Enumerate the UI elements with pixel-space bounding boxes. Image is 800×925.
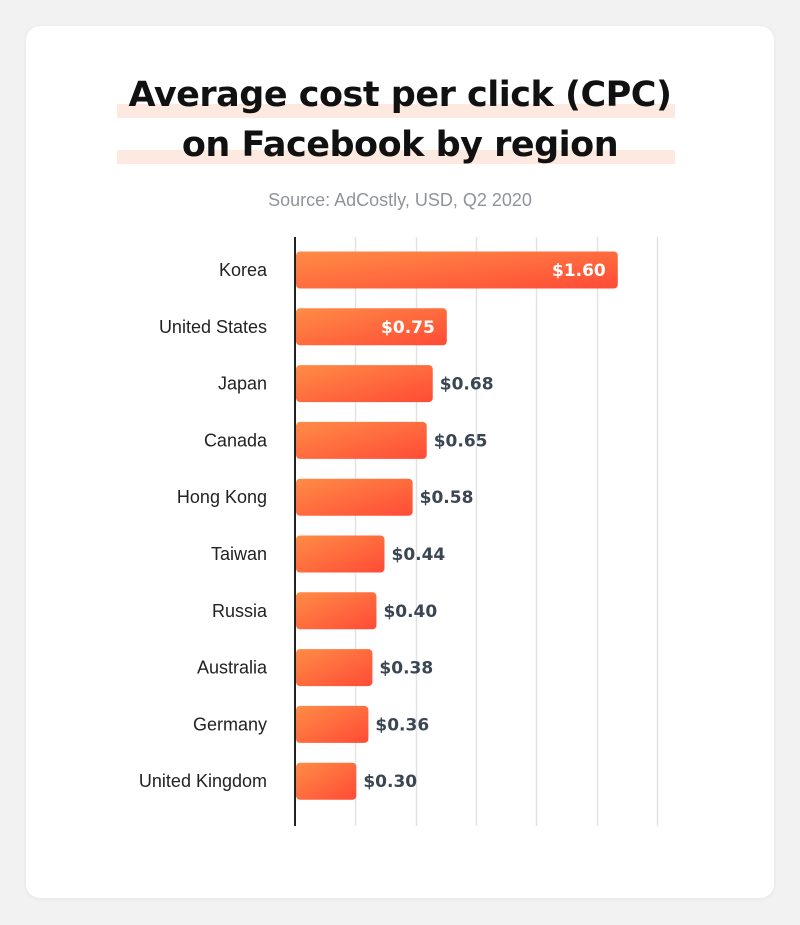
category-label: United States — [159, 317, 267, 337]
data-label: $1.60 — [552, 261, 606, 281]
data-label: $0.44 — [391, 545, 445, 565]
data-label: $0.65 — [434, 431, 488, 451]
bar-united-states — [296, 308, 447, 346]
category-label: Hong Kong — [177, 487, 267, 507]
data-label: $0.30 — [363, 772, 417, 792]
bar-germany — [296, 705, 369, 743]
bar-hong-kong — [296, 478, 413, 516]
title-highlight-1 — [117, 104, 675, 118]
category-label: Australia — [197, 658, 268, 678]
chart-title: Average cost per click (CPC) on Facebook… — [0, 70, 800, 170]
labels: Korea $1.60 United States $0.75 Japan $0.68 Ca… — [139, 260, 606, 792]
category-label: Germany — [193, 714, 267, 734]
chart-subtitle: Source: AdCostly, USD, Q2 2020 — [268, 190, 532, 210]
bar-korea — [296, 251, 618, 289]
category-label: Japan — [218, 374, 267, 394]
data-label: $0.58 — [420, 488, 474, 508]
data-label: $0.38 — [379, 659, 433, 679]
category-label: Taiwan — [211, 544, 267, 564]
bar-russia — [296, 592, 377, 630]
category-label: Russia — [212, 601, 268, 621]
bar-taiwan — [296, 535, 385, 573]
bar-canada — [296, 421, 427, 459]
data-label: $0.36 — [375, 715, 429, 735]
bar-australia — [296, 649, 373, 687]
chart-title-line-2: on Facebook by region — [181, 125, 619, 165]
data-label: $0.68 — [440, 375, 494, 395]
data-label: $0.75 — [381, 318, 435, 338]
title-highlight-2 — [117, 150, 675, 164]
chart-card — [26, 26, 774, 898]
category-label: Canada — [204, 430, 268, 450]
category-label: United Kingdom — [139, 771, 267, 791]
category-label: Korea — [219, 260, 268, 280]
bars — [296, 251, 618, 800]
bar-japan — [296, 365, 433, 403]
bar-united-kingdom — [296, 762, 357, 800]
data-label: $0.40 — [383, 602, 437, 622]
chart-title-line-1: Average cost per click (CPC) — [128, 75, 673, 115]
